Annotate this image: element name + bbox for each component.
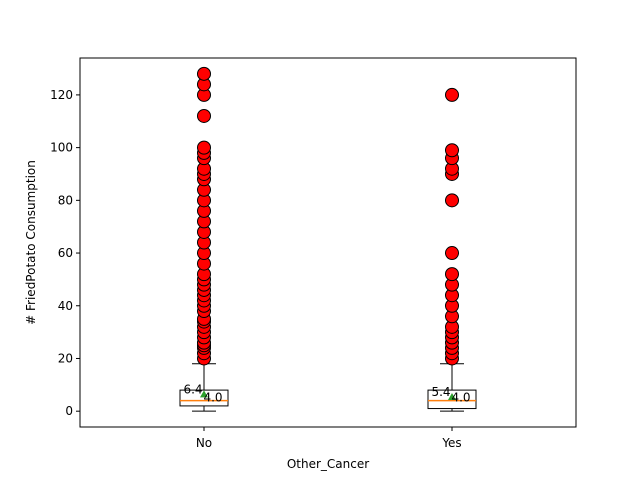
y-tick-label: 100 [50, 141, 73, 155]
mean-marker [448, 392, 456, 400]
mean-marker [200, 390, 208, 398]
outlier-point [445, 193, 459, 208]
outlier-point [197, 108, 211, 123]
x-tick-label: No [196, 436, 212, 450]
outlier-point [445, 246, 459, 261]
median-label: 4.0 [203, 391, 222, 405]
x-axis: No Yes [196, 427, 462, 450]
y-tick-label: 20 [58, 351, 73, 365]
outlier-point [197, 66, 211, 81]
y-axis-label: # FriedPotato Consumption [24, 160, 38, 325]
mean-label: 5.4 [431, 385, 450, 399]
plot-frame [79, 57, 577, 428]
y-tick-label: 80 [58, 193, 73, 207]
median-label: 4.0 [451, 391, 470, 405]
y-tick-label: 120 [50, 88, 73, 102]
iqr-box [427, 389, 477, 410]
box-yes: 5.4 4.0 [427, 87, 477, 412]
iqr-box [179, 389, 229, 407]
box-no: 6.44.0 [179, 66, 229, 412]
y-tick-label: 0 [65, 404, 73, 418]
outlier-point [445, 87, 459, 102]
y-tick-label: 40 [58, 299, 73, 313]
x-tick-label: Yes [441, 436, 461, 450]
x-axis-label: Other_Cancer [287, 457, 369, 471]
outlier-point [445, 143, 459, 158]
mean-label: 6.4 [183, 382, 202, 396]
outlier-point [197, 140, 211, 155]
plot-content: 6.44.0 5.4 4.0 [179, 66, 477, 412]
y-axis: 0 20 40 60 80 100 120 [50, 88, 80, 418]
y-tick-label: 60 [58, 246, 73, 260]
outlier-point [445, 267, 459, 282]
